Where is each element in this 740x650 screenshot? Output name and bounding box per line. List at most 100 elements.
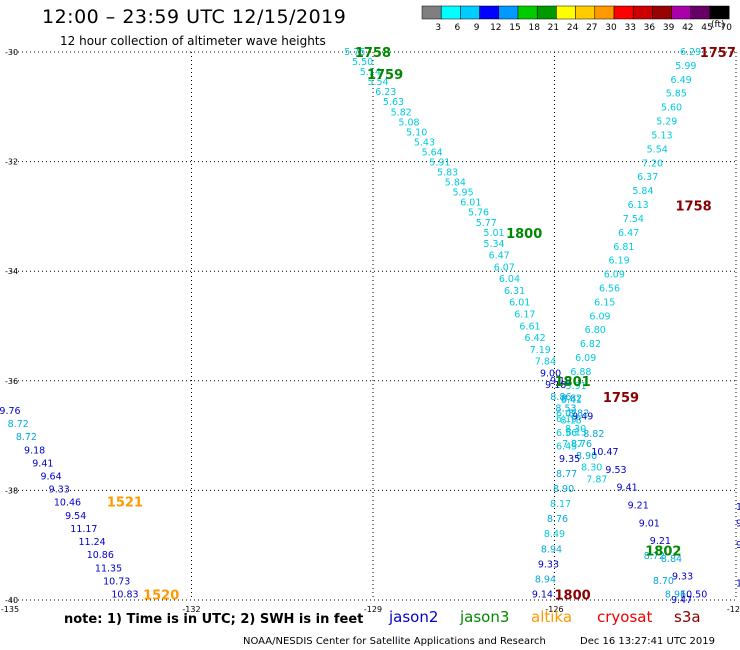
- wave-height-value: 9.53: [605, 465, 626, 476]
- wave-height-value: 6.17: [514, 309, 535, 320]
- wave-height-value: 8.53: [555, 404, 576, 415]
- wave-height-value: 9.49: [572, 411, 593, 422]
- wave-height-value: 6.10: [556, 414, 577, 425]
- pass-time-label: 1801: [555, 375, 591, 390]
- wave-height-value: 8.90: [553, 484, 574, 495]
- legend-altika: altika: [531, 608, 573, 626]
- pass-time-label: 1520: [143, 589, 179, 604]
- wave-height-value: 8.84: [661, 554, 682, 565]
- wave-height-value: 5.91: [566, 381, 587, 392]
- colorbar-swatch: [613, 5, 634, 20]
- colorbar-swatch: [517, 5, 538, 20]
- wave-height-value: 7.54: [623, 214, 644, 225]
- wave-height-value: 9.35: [559, 454, 580, 465]
- wave-height-value: 10.47: [591, 447, 618, 458]
- colorbar-label: 33: [624, 23, 635, 33]
- wave-height-value: 5.10: [406, 127, 427, 138]
- wave-height-value: 9.47: [671, 595, 692, 606]
- wave-height-value: 6.23: [375, 87, 396, 98]
- wave-height-value: 8.30: [581, 463, 602, 474]
- wave-height-value-edge: 9: [736, 540, 740, 551]
- pass-time-label: 1758: [355, 46, 391, 61]
- wave-height-value: 11.24: [79, 537, 106, 548]
- wave-height-value: 6.56: [599, 283, 620, 294]
- wave-height-value: 8.18: [561, 416, 582, 427]
- wave-height-value: 6.88: [570, 367, 591, 378]
- wave-height-value: 6.09: [604, 270, 625, 281]
- colorbar-swatch: [440, 5, 461, 20]
- wave-height-value: 8.77: [556, 469, 577, 480]
- wave-height-value: 8.17: [550, 499, 571, 510]
- wave-height-value: 5.95: [452, 188, 473, 199]
- wave-height-value: 7.20: [642, 158, 663, 169]
- footer-timestamp: Dec 16 13:27:41 UTC 2019: [580, 636, 715, 647]
- wave-height-value: 6.15: [594, 297, 615, 308]
- wave-height-value: 8.70: [653, 576, 674, 587]
- wave-height-value: 5.01: [483, 228, 504, 239]
- colorbar-label: 42: [682, 23, 693, 33]
- wave-height-value: 8.13: [566, 427, 587, 438]
- colorbar-swatch: [709, 5, 730, 20]
- wave-height-value: 8.96: [665, 590, 686, 601]
- colorbar-label: 24: [567, 23, 579, 33]
- wave-height-value: 5.84: [445, 178, 466, 189]
- footer-credit: NOAA/NESDIS Center for Satellite Applica…: [243, 636, 546, 647]
- legend-cryosat: cryosat: [597, 608, 653, 626]
- colorbar-label: 9: [474, 23, 480, 33]
- colorbar-swatch: [671, 5, 692, 20]
- wave-height-value: 11.17: [70, 524, 97, 535]
- wave-height-value: 9.41: [617, 483, 638, 494]
- wave-height-value: 9.21: [650, 536, 671, 547]
- wave-height-value: 9.76: [0, 406, 21, 417]
- pass-time-label: 1759: [367, 68, 403, 83]
- colorbar-swatch: [556, 5, 576, 20]
- wave-height-value: 10.46: [54, 498, 81, 509]
- wave-height-value: 6.31: [504, 286, 525, 297]
- wave-height-value: 8.94: [541, 544, 562, 555]
- wave-height-value: 5.13: [651, 130, 672, 141]
- wave-height-value: 8.76: [571, 439, 592, 450]
- colorbar-swatch: [575, 5, 596, 20]
- x-tick-label: -126: [545, 605, 563, 614]
- colorbar-swatch: [536, 5, 557, 20]
- wave-height-value: 6.07: [494, 262, 515, 273]
- wave-height-value: 6.04: [499, 274, 520, 285]
- wave-height-value: 9.18: [550, 376, 571, 387]
- wave-height-value: 8.76: [547, 514, 568, 525]
- wave-height-value: 10.83: [111, 590, 138, 601]
- wave-height-value: 6.61: [519, 321, 540, 332]
- colorbar-label: 70: [720, 23, 732, 33]
- colorbar-swatch: [498, 5, 519, 20]
- wave-height-value: 6.37: [637, 172, 658, 183]
- wave-height-value: 8.86: [550, 392, 571, 403]
- y-tick-label: -38: [5, 486, 18, 495]
- wave-height-value: 9.00: [540, 368, 561, 379]
- wave-height-value: 5.64: [422, 147, 443, 158]
- wave-height-value: 6.47: [489, 251, 510, 262]
- pass-time-label: 1521: [107, 495, 143, 510]
- legend-jason3: jason3: [460, 608, 510, 626]
- wave-height-value: 8.49: [544, 529, 565, 540]
- colorbar-label: 18: [528, 23, 540, 33]
- legend-s3a: s3a: [674, 608, 701, 626]
- wave-height-value: 5.54: [647, 144, 668, 155]
- colorbar-unit: (ft): [711, 20, 725, 30]
- wave-height-value: 5.85: [666, 89, 687, 100]
- wave-height-value: 5.63: [383, 97, 404, 108]
- wave-height-value: 6.80: [585, 325, 606, 336]
- colorbar-label: 39: [663, 23, 675, 33]
- pass-time-label: 1802: [645, 545, 681, 560]
- wave-height-value: 8.94: [535, 574, 556, 585]
- wave-height-value: 6.19: [608, 256, 629, 267]
- wave-height-value: 5.84: [632, 186, 653, 197]
- wave-height-value: 5.76: [468, 208, 489, 219]
- y-tick-label: -34: [5, 267, 18, 276]
- wave-height-value: 6.41: [561, 395, 582, 406]
- wave-height-value: 10.86: [87, 550, 114, 561]
- wave-height-value: 5.50: [352, 57, 373, 68]
- wave-height-value: 8.72: [644, 551, 665, 562]
- colorbar-swatch: [479, 5, 500, 20]
- wave-height-value: 8.30: [565, 424, 586, 435]
- colorbar-swatch: [690, 5, 711, 20]
